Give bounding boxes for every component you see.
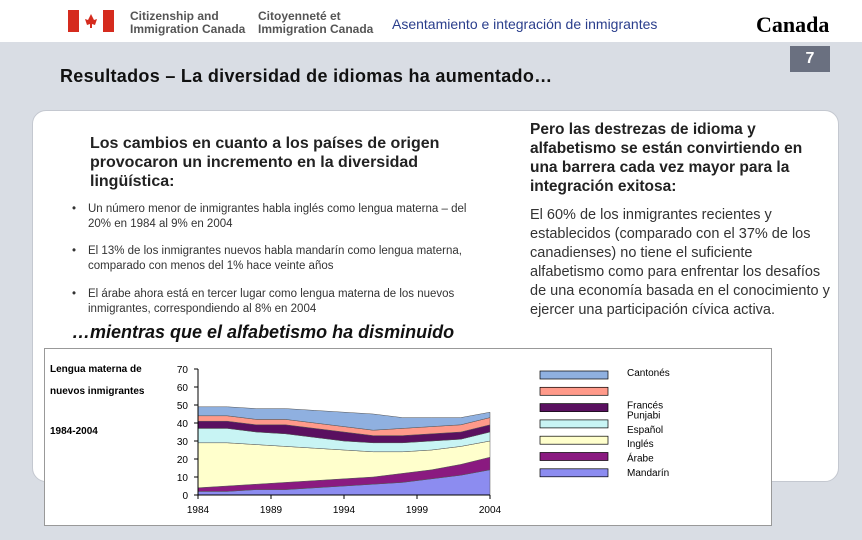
right-body: El 60% de los inmigrantes recientes y es…: [530, 207, 830, 318]
legend-swatch: [539, 386, 609, 396]
legend-label: Mandarín: [627, 468, 669, 479]
x-tick-label: 1984: [187, 505, 210, 516]
legend-label: Árabe: [627, 452, 654, 465]
legend-swatch: [539, 452, 609, 461]
chart-title: 1984-2004: [50, 426, 98, 437]
bullet: El 13% de los inmigrantes nuevos habla m…: [72, 244, 488, 274]
area: [197, 406, 491, 431]
department-en: Citizenship and: [130, 9, 219, 23]
x-tick-label: 1989: [260, 505, 283, 516]
header: Citizenship and Immigration Canada Citoye…: [0, 0, 862, 42]
legend-label: Francés: [627, 400, 663, 411]
chart-title: Lengua materna de: [50, 364, 142, 375]
flag: [68, 10, 114, 32]
chart: Lengua materna de nuevos inmigrantes 1984-…: [44, 348, 772, 526]
y-tick-label: 40: [177, 419, 189, 430]
left-heading: Los cambios en cuanto a los países de or…: [90, 135, 440, 190]
left-subheading: …mientras que el alfabetismo ha disminui…: [72, 322, 455, 342]
right-heading: Pero las destrezas de idioma y alfabetis…: [530, 121, 803, 195]
y-tick-label: 50: [177, 401, 189, 412]
y-tick-label: 10: [177, 473, 189, 484]
bullet: El árabe ahora está en tercer lugar como…: [72, 287, 488, 317]
x-tick-label: 2004: [479, 505, 502, 516]
y-tick-label: 0: [182, 491, 188, 502]
x-tick-label: 1994: [333, 505, 356, 516]
chart-title: nuevos inmigrantes: [50, 386, 145, 397]
y-tick-label: 30: [177, 437, 189, 448]
y-tick-label: 70: [177, 365, 189, 376]
y-tick-label: 20: [177, 455, 189, 466]
legend-swatch: [539, 370, 609, 380]
department-fr: Immigration Canada: [258, 22, 374, 36]
page-number: 7: [790, 46, 830, 72]
x-tick-label: 1999: [406, 505, 429, 516]
department-fr: Citoyenneté et: [258, 9, 341, 23]
presentation-title: Asentamiento e integración de inmigrante…: [392, 16, 658, 32]
bullet: Un número menor de inmigrantes habla ing…: [72, 202, 488, 232]
legend-swatch: [539, 468, 609, 478]
legend-label: Cantonés: [627, 368, 670, 379]
legend-label: Español: [627, 425, 663, 436]
legend-swatch: [539, 435, 609, 445]
y-tick-label: 60: [177, 383, 189, 394]
legend-label: Inglés: [627, 439, 654, 450]
legend-swatch: [539, 419, 609, 429]
slide-title: Resultados – La diversidad de idiomas ha…: [60, 66, 553, 86]
department-en: Immigration Canada: [130, 22, 246, 36]
wordmark: Canada: [756, 12, 830, 37]
legend-label: Punjabi: [627, 411, 660, 422]
legend-swatch: [539, 403, 609, 412]
